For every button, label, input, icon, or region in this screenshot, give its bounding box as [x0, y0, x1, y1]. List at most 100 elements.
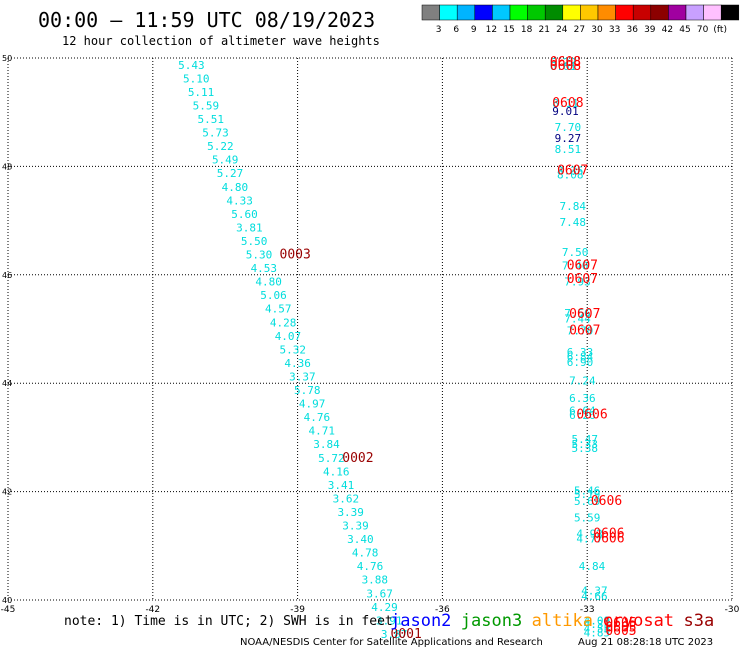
y-tick-label: 40: [2, 596, 12, 605]
y-tick-label: 46: [2, 271, 12, 280]
time-code-label: 0605: [605, 616, 636, 631]
x-tick-label: -30: [725, 605, 740, 615]
wave-height-points: 5.435.105.115.595.515.735.225.495.274.80…: [178, 55, 636, 642]
wave-height-label: 7.44: [564, 312, 591, 325]
colorbar-swatch: [509, 4, 528, 21]
colorbar-label: 9: [471, 25, 477, 35]
x-tick-label: -39: [290, 605, 305, 615]
wave-height-label: 7.84: [559, 200, 586, 213]
colorbar-swatch: [439, 4, 458, 21]
wave-height-label: 5.10: [183, 72, 210, 85]
time-code-label: 0608: [550, 59, 581, 74]
colorbar-label: 21: [538, 25, 549, 35]
footer-timestamp: Aug 21 08:28:18 UTC 2023: [578, 637, 713, 648]
wave-height-label: 4.85: [584, 626, 611, 639]
wave-height-label: 8.51: [555, 143, 582, 156]
wave-height-label: 5.38: [572, 442, 599, 455]
colorbar-label: 24: [556, 25, 568, 35]
wave-height-label: 5.32: [280, 343, 307, 356]
wave-height-label: 4.07: [275, 330, 302, 343]
wave-height-label: 3.62: [333, 492, 360, 505]
wave-height-label: 5.72: [318, 452, 345, 465]
wave-height-label: 3.67: [366, 587, 393, 600]
wave-height-label: 5.46: [574, 484, 601, 497]
wave-height-label: 4.84: [579, 560, 606, 573]
wave-height-label: 6.22: [550, 56, 577, 69]
y-tick-label: 50: [2, 54, 12, 63]
time-code-label: 0608: [552, 96, 583, 111]
wave-height-label: 5.33: [572, 438, 599, 451]
wave-height-label: 5.59: [193, 99, 220, 112]
wave-height-label: 4.77: [576, 533, 603, 546]
time-code-label: 0607: [569, 307, 600, 322]
wave-height-label: 4.80: [222, 181, 249, 194]
wave-height-label: 3.81: [236, 221, 263, 234]
colorbar-label: 12: [486, 25, 497, 35]
wave-height-label: 8.11: [552, 97, 579, 110]
wave-height-label: 4.55: [584, 623, 611, 636]
axis-tick-labels: -45 -42 -39 -36 -33 -30 40 42 44 46 48 50: [1, 54, 740, 615]
wave-height-label: 9.27: [555, 132, 582, 145]
colorbar-label: (ft): [713, 25, 727, 35]
wave-height-label: 7.93: [564, 276, 591, 289]
x-tick-label: -45: [1, 605, 16, 615]
colorbar-swatch: [720, 4, 740, 21]
wave-height-label: 3.88: [362, 574, 389, 587]
colorbar-swatch: [456, 4, 476, 21]
wave-height-label: 5.69: [574, 495, 601, 508]
wave-height-label: 7.70: [567, 324, 594, 337]
colorbar-swatch: [650, 4, 669, 21]
wave-height-label: 4.57: [265, 303, 292, 316]
time-code-label: 0003: [280, 248, 311, 263]
time-code-label: 0607: [569, 323, 600, 338]
y-tick-label: 48: [2, 162, 12, 171]
wave-height-label: 6.04: [569, 405, 596, 418]
wave-height-label: 5.30: [246, 249, 273, 262]
time-code-label: 0001: [391, 627, 422, 642]
colorbar-swatch: [615, 4, 634, 21]
wave-height-label: 6.84: [567, 350, 594, 363]
footer-note: note: 1) Time is in UTC; 2) SWH is in fe…: [64, 614, 393, 629]
wave-height-label: 6.90: [567, 356, 594, 369]
colorbar-label: 3: [436, 25, 442, 35]
wave-height-label: 4.76: [304, 411, 331, 424]
wave-height-label: 4.76: [357, 560, 384, 573]
time-code-label: 0608: [550, 55, 581, 70]
wave-height-label: 4.36: [284, 357, 311, 370]
colorbar-swatch: [597, 4, 616, 21]
legend-cryosat: cryosat: [602, 611, 674, 631]
wave-height-label: 4.92: [576, 528, 603, 541]
wave-height-label: 5.60: [231, 208, 258, 221]
colorbar-swatch: [580, 4, 599, 21]
time-code-label: 0606: [593, 532, 624, 547]
colorbar-swatch: [685, 4, 704, 21]
wave-height-label: 5.06: [260, 289, 287, 302]
wave-height-label: 4.37: [581, 585, 608, 598]
wave-height-label: 5.50: [241, 235, 268, 248]
time-code-label: 0606: [591, 494, 622, 509]
wave-height-label: 4.33: [226, 194, 253, 207]
wave-height-label: 5.47: [572, 433, 599, 446]
wave-height-label: 7.48: [559, 216, 586, 229]
wave-height-label: 7.24: [569, 374, 596, 387]
wave-height-label: 3.41: [328, 479, 355, 492]
footer-credit: NOAA/NESDIS Center for Satellite Applica…: [240, 637, 543, 648]
wave-height-label: 5.59: [574, 511, 601, 524]
colorbar-swatch: [632, 4, 652, 21]
wave-height-label: 7.56: [564, 307, 591, 320]
time-code-label: 0607: [567, 272, 598, 287]
y-tick-label: 44: [2, 379, 12, 388]
wave-height-label: 3.40: [347, 533, 374, 546]
y-tick-label: 42: [2, 488, 12, 497]
x-tick-label: -36: [435, 605, 450, 615]
colorbar-swatch: [421, 4, 440, 21]
wave-height-label: 4.31: [584, 618, 611, 631]
wave-height-label: 3.39: [342, 520, 369, 533]
legend-altika: altika: [532, 611, 593, 631]
wave-height-label: 5.49: [212, 154, 239, 167]
wave-height-label: 4.78: [352, 547, 379, 560]
wave-height-label: 4.28: [270, 316, 297, 329]
wave-height-label: 7.50: [562, 246, 589, 259]
x-tick-label: -33: [580, 605, 595, 615]
